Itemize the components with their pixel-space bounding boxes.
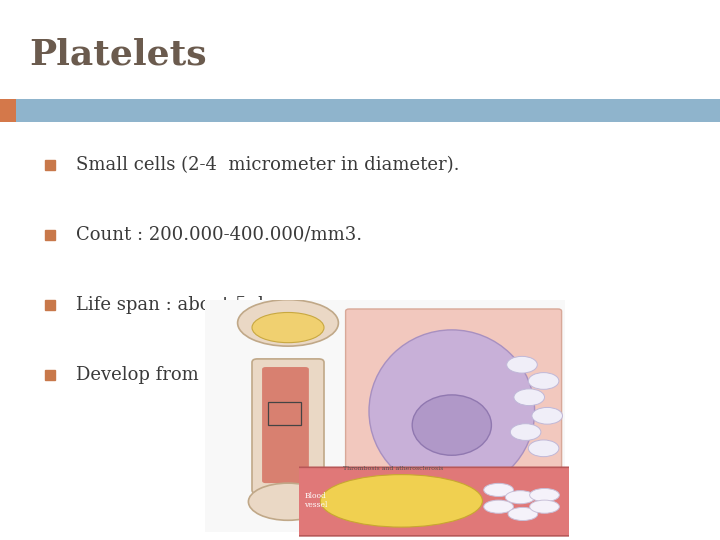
Ellipse shape [379,497,405,511]
FancyBboxPatch shape [262,367,309,483]
Bar [0,99,720,122]
Bar [268,402,301,425]
Ellipse shape [361,472,392,489]
Ellipse shape [528,440,559,457]
Ellipse shape [252,313,324,343]
Bar [45,160,55,170]
Ellipse shape [507,356,537,373]
Text: Small cells (2-4  micrometer in diameter).: Small cells (2-4 micrometer in diameter)… [76,156,459,174]
Ellipse shape [484,500,513,513]
Ellipse shape [510,424,541,441]
Bar [0,99,16,122]
Ellipse shape [357,502,381,515]
Text: Develop from megakaryocytes in the bone marrow.: Develop from megakaryocytes in the bone … [76,366,542,384]
Bar [45,300,55,310]
Ellipse shape [514,389,544,406]
Text: Blood
vessel: Blood vessel [304,492,328,509]
Ellipse shape [320,475,482,527]
Ellipse shape [530,500,559,513]
Ellipse shape [508,508,538,521]
FancyBboxPatch shape [346,309,562,523]
Ellipse shape [505,491,535,504]
Ellipse shape [532,408,562,424]
Text: Count : 200.000-400.000/mm3.: Count : 200.000-400.000/mm3. [76,226,361,244]
Ellipse shape [530,489,559,502]
Ellipse shape [484,483,513,496]
Ellipse shape [412,395,491,455]
Ellipse shape [248,483,328,521]
Bar [45,370,55,380]
Bar [45,230,55,240]
Text: Thrombosis and atherosclerosis: Thrombosis and atherosclerosis [343,466,444,471]
Text: Life span : about 5 days.: Life span : about 5 days. [76,296,300,314]
FancyBboxPatch shape [291,467,577,536]
Text: Platelets: Platelets [29,38,207,72]
Ellipse shape [369,330,534,492]
Ellipse shape [528,373,559,389]
Ellipse shape [238,300,338,346]
FancyBboxPatch shape [252,359,324,494]
